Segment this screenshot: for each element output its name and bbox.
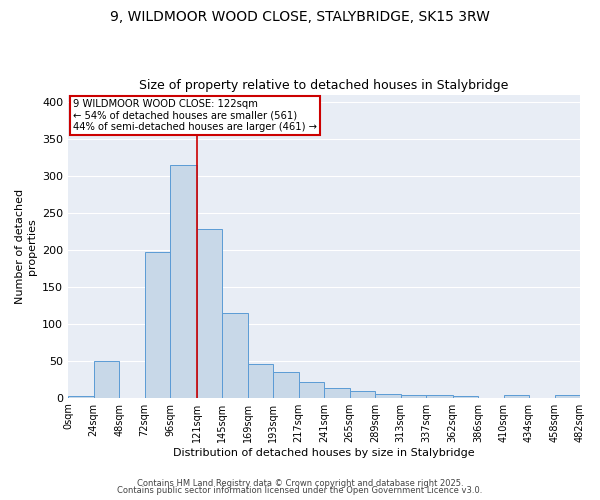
Text: 9 WILDMOOR WOOD CLOSE: 122sqm
← 54% of detached houses are smaller (561)
44% of : 9 WILDMOOR WOOD CLOSE: 122sqm ← 54% of d…: [73, 99, 317, 132]
Bar: [68, 396, 94, 398]
Text: 9, WILDMOOR WOOD CLOSE, STALYBRIDGE, SK15 3RW: 9, WILDMOOR WOOD CLOSE, STALYBRIDGE, SK1…: [110, 10, 490, 24]
Bar: [170, 165, 197, 398]
Bar: [324, 388, 350, 398]
Y-axis label: Number of detached
properties: Number of detached properties: [15, 188, 37, 304]
Title: Size of property relative to detached houses in Stalybridge: Size of property relative to detached ho…: [139, 79, 509, 92]
Bar: [426, 396, 452, 398]
Text: Contains public sector information licensed under the Open Government Licence v3: Contains public sector information licen…: [118, 486, 482, 495]
Bar: [299, 382, 324, 398]
Text: Contains HM Land Registry data © Crown copyright and database right 2025.: Contains HM Land Registry data © Crown c…: [137, 478, 463, 488]
Bar: [452, 396, 478, 398]
Bar: [273, 372, 299, 398]
Bar: [248, 364, 273, 398]
Bar: [145, 252, 170, 398]
Bar: [94, 360, 119, 398]
Bar: [401, 395, 426, 398]
Bar: [350, 391, 375, 398]
Bar: [375, 394, 401, 398]
Bar: [554, 396, 580, 398]
Bar: [222, 312, 248, 398]
X-axis label: Distribution of detached houses by size in Stalybridge: Distribution of detached houses by size …: [173, 448, 475, 458]
Bar: [503, 396, 529, 398]
Bar: [197, 229, 222, 398]
